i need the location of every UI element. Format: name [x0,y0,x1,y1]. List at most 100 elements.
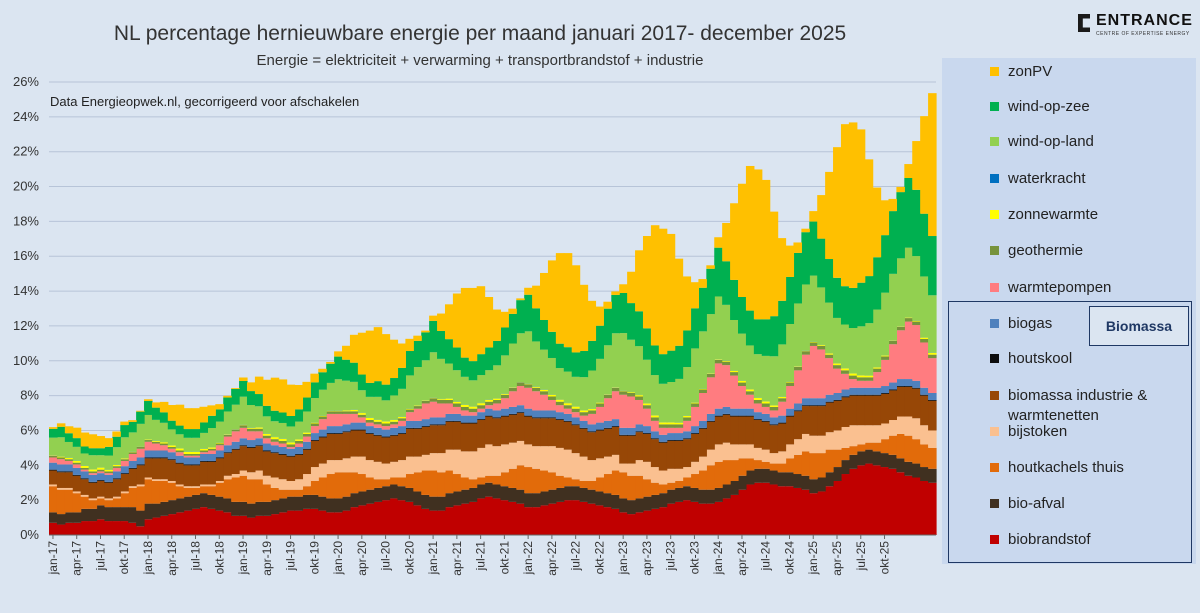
bar-segment [769,356,779,406]
bar-segment [183,455,193,458]
bar-segment [246,405,256,428]
bar-segment [460,451,470,478]
y-tick-label: 6% [20,422,39,437]
bar-segment [753,419,763,421]
bar-segment [215,510,224,535]
bar-segment [730,203,739,280]
bar-segment [373,396,383,420]
bar-segment [809,211,818,222]
bar-segment [72,446,82,461]
bar-segment [840,368,850,371]
bar-segment [658,354,668,384]
bar-segment [460,415,470,423]
x-tick-label: apr-20 [355,541,369,576]
bar-segment [357,390,367,413]
bar-segment [722,498,731,535]
bar-segment [777,398,787,402]
bar-segment [120,425,129,438]
bar-segment [104,471,113,474]
bar-segment [864,377,874,381]
bar-segment [278,379,288,413]
bar-segment [349,422,359,430]
bar-segment [318,389,327,416]
bar-segment [326,363,335,383]
bar-segment [405,456,414,475]
bar-segment [880,359,890,387]
bar-segment [357,505,367,535]
bar-segment [722,304,731,361]
bar-segment [349,507,359,535]
bar-segment [706,503,715,535]
bar-segment [112,521,121,535]
bar-segment [254,394,264,407]
bar-segment [286,510,296,535]
bar-segment [429,315,438,321]
bar-segment [785,381,795,383]
bar-segment [72,512,82,523]
bar-segment [72,427,82,439]
bar-segment [627,500,636,515]
bar-segment [484,399,494,402]
x-tick-label: jul-24 [759,541,773,572]
bar-segment [524,287,533,295]
bar-segment [270,439,280,442]
bar-segment [151,517,161,535]
bar-segment [365,433,375,461]
bar-segment [96,480,106,481]
bar-segment [349,334,359,363]
bar-segment [223,498,232,513]
bar-segment [532,308,541,342]
bar-segment [151,419,161,441]
bar-segment [294,447,304,454]
bar-segment [239,396,248,425]
bar-segment [476,484,486,499]
bar-segment [500,500,509,535]
bar-segment [405,474,414,488]
bar-segment [104,500,113,508]
bar-segment [516,489,525,504]
bar-segment [231,477,240,502]
bar-segment [555,401,565,406]
bar-segment [96,505,106,520]
bar-segment [397,367,406,389]
bar-segment [342,496,351,511]
bar-segment [516,412,525,414]
bar-segment [310,480,319,495]
bar-segment [413,427,422,429]
bar-segment [595,491,604,506]
bar-segment [738,408,747,416]
bar-segment [611,419,620,427]
bar-segment [627,392,636,393]
bar-segment [159,501,169,516]
bar-segment [920,395,929,426]
bar-segment [326,411,335,414]
chart-subtitle: Energie = elektriciteit + verwarming + t… [256,52,704,69]
bar-segment [856,326,866,376]
bar-segment [88,455,98,470]
legend-item: houtkachels thuis [990,458,1188,478]
bar-segment [801,398,810,406]
bar-segment [413,456,422,473]
bar-segment [920,276,929,338]
bar-segment [706,449,715,466]
bar-segment [460,422,470,424]
bar-segment [642,408,652,427]
legend-label: zonPV [1008,63,1053,80]
bar-segment [793,403,802,411]
bar-segment [484,401,494,406]
bar-segment [167,429,177,446]
bar-segment [413,340,422,368]
bar-segment [666,424,676,428]
bar-segment [896,386,905,387]
bar-segment [611,470,620,495]
bar-segment [80,446,90,454]
bar-segment [318,436,327,438]
bar-segment [159,422,169,442]
bar-segment [144,399,153,402]
bar-segment [254,406,264,428]
bar-segment [215,480,224,483]
bar-segment [690,402,700,404]
bar-segment [199,452,208,454]
bar-segment [904,435,913,462]
bar-segment [191,464,201,466]
